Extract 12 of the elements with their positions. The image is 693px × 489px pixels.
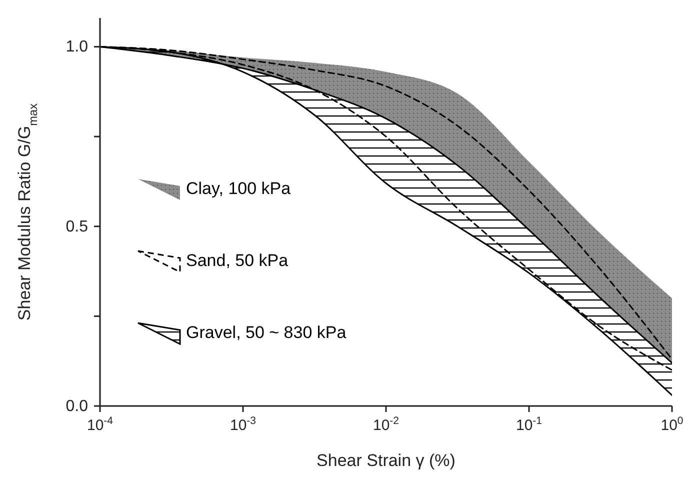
legend-label: Clay, 100 kPa (186, 179, 291, 199)
x-tick-label: 10$^{0}$ (660, 415, 684, 434)
x-axis-title: Shear Strain γ (%) (316, 451, 456, 470)
x-tick-label: 10$^{-3}$ (230, 415, 256, 434)
x-tick-label: 10$^{-4}$ (86, 415, 114, 434)
y-tick-label: 1.0 (66, 38, 88, 56)
x-tick-label: 10$^{-1}$ (516, 415, 542, 434)
y-tick-label: 0.5 (66, 218, 88, 236)
x-tick-label: 10$^{-2}$ (372, 415, 400, 434)
legend-label: Sand, 50 kPa (186, 251, 288, 271)
y-tick-label: 0.0 (66, 398, 88, 415)
legend-label: Gravel, 50 ~ 830 kPa (186, 323, 346, 343)
